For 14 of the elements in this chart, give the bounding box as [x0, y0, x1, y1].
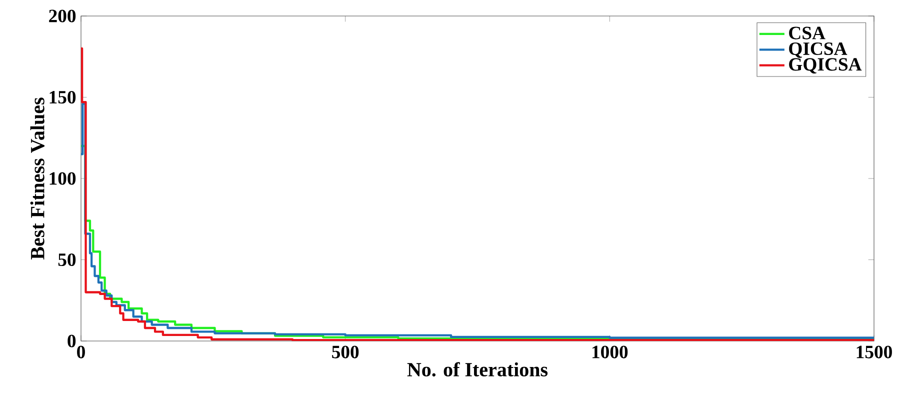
y-tick-label: 50: [58, 253, 76, 266]
legend-label: GQICSA: [789, 58, 862, 74]
y-tick-label: 0: [68, 334, 76, 348]
x-tick-label: 500: [332, 346, 359, 358]
x-tick-label: 1000: [592, 346, 628, 358]
y-axis-title: Best Fitness Values: [30, 98, 44, 260]
x-tick-label: 0: [77, 346, 85, 358]
y-tick-label: 150: [50, 90, 76, 104]
y-tick-label: 100: [50, 172, 76, 185]
x-axis-title: No. of Iterations: [407, 362, 548, 377]
x-tick-label: 1500: [856, 346, 892, 358]
legend-label: QICSA: [789, 42, 848, 58]
y-tick-label: 200: [49, 10, 76, 22]
legend-label: CSA: [789, 26, 826, 40]
